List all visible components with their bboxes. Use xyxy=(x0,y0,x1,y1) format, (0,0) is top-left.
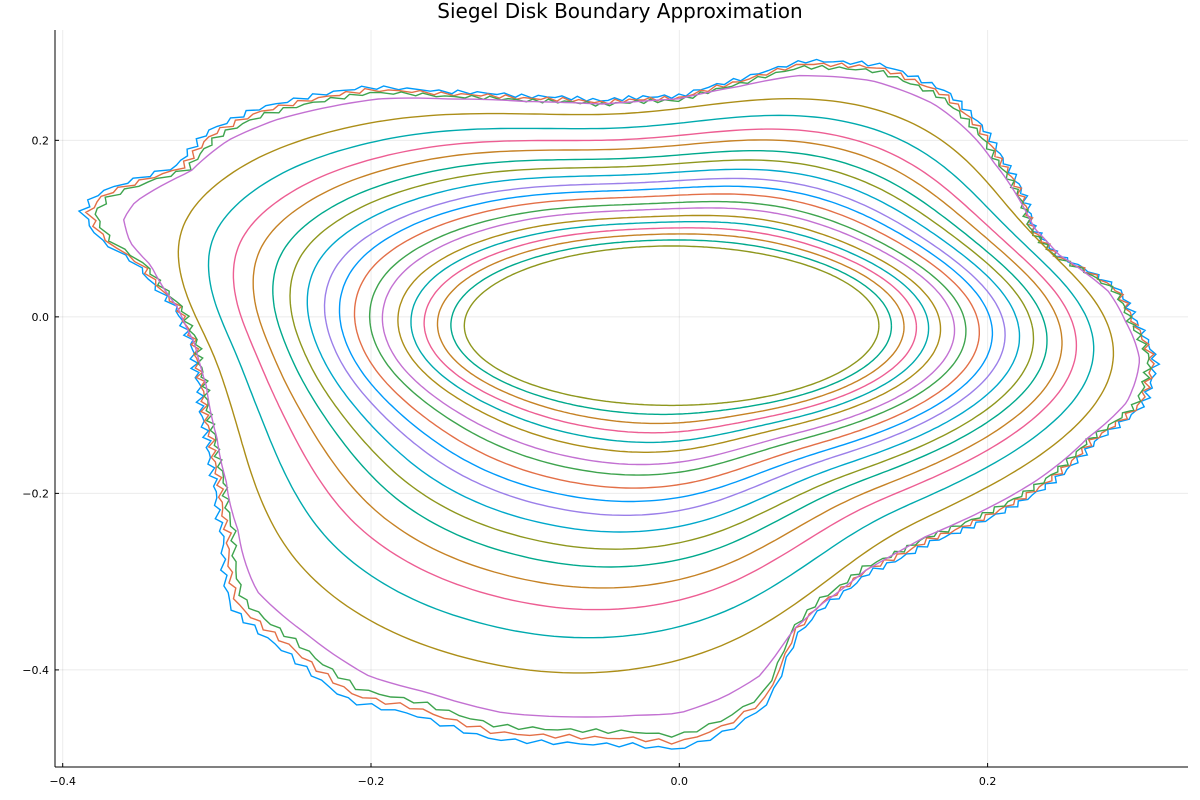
boundary-curve-10 xyxy=(306,168,1021,533)
y-tick-label: −0.2 xyxy=(22,487,49,500)
boundary-curve-0 xyxy=(77,58,1161,750)
boundary-curve-15 xyxy=(381,207,956,466)
boundary-curve-8 xyxy=(272,150,1048,568)
boundary-curve-9 xyxy=(289,159,1035,550)
x-tick-label: −0.2 xyxy=(358,775,385,788)
x-tick-label: −0.4 xyxy=(49,775,76,788)
boundary-curve-20 xyxy=(450,239,893,416)
boundary-curve-2 xyxy=(94,64,1153,738)
boundary-curve-12 xyxy=(338,185,994,503)
boundary-curve-3 xyxy=(122,74,1140,718)
boundary-curve-5 xyxy=(207,114,1095,639)
boundary-curve-4 xyxy=(177,98,1115,674)
boundary-curve-6 xyxy=(232,128,1078,611)
x-tick-label: 0.2 xyxy=(979,775,997,788)
boundary-curve-7 xyxy=(252,139,1063,589)
boundary-curve-18 xyxy=(423,227,918,434)
boundary-curve-13 xyxy=(353,193,980,489)
boundary-curves xyxy=(77,58,1161,750)
boundary-curve-11 xyxy=(323,177,1006,516)
x-tick-labels: −0.4 −0.2 0.0 0.2 xyxy=(49,775,996,788)
boundary-curve-19 xyxy=(436,233,905,425)
y-tick-labels: −0.4 −0.2 0.0 0.2 xyxy=(22,134,49,677)
boundary-curve-17 xyxy=(410,221,930,444)
chart-title: Siegel Disk Boundary Approximation xyxy=(437,0,802,23)
y-tick-label: −0.4 xyxy=(22,664,49,677)
x-tick-label: 0.0 xyxy=(671,775,689,788)
boundary-curve-14 xyxy=(368,200,967,476)
boundary-curve-16 xyxy=(397,214,942,453)
y-tick-label: 0.2 xyxy=(32,134,50,147)
boundary-curve-21 xyxy=(463,245,880,407)
y-tick-label: 0.0 xyxy=(32,311,50,324)
axes xyxy=(54,30,1188,768)
